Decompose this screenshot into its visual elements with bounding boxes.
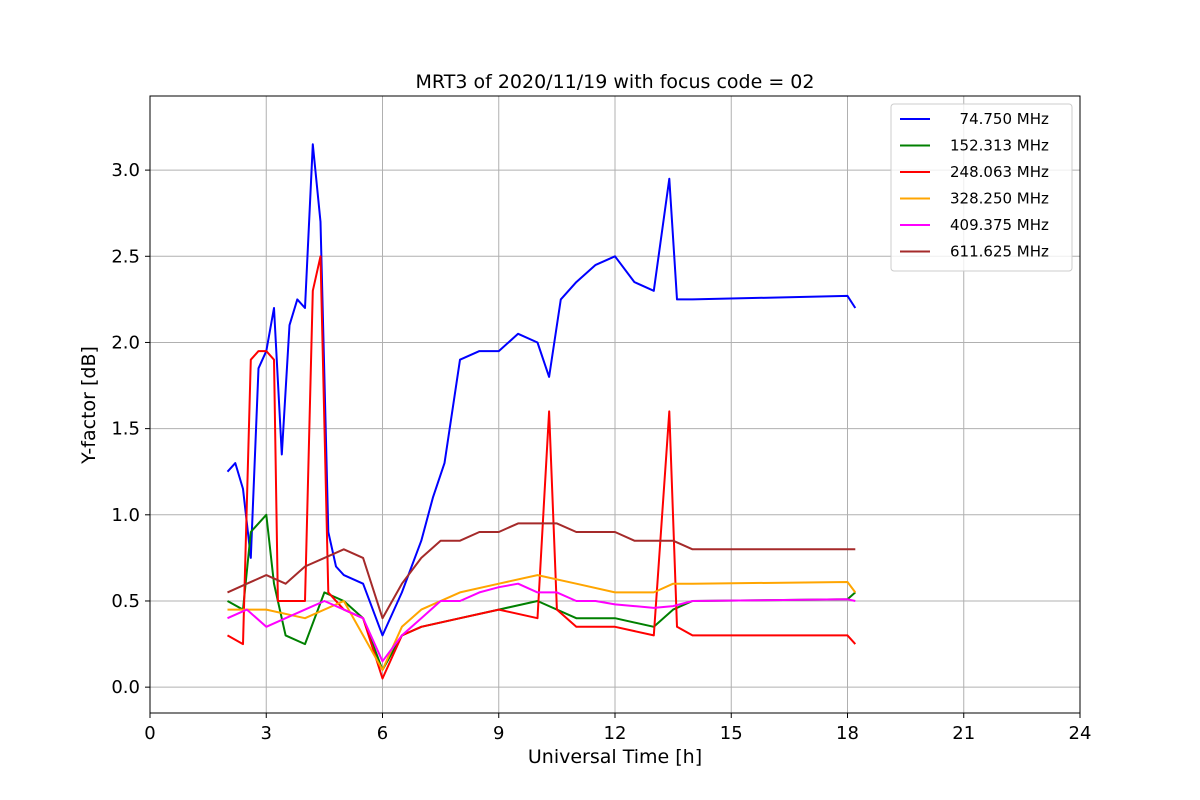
y-tick-label: 3.0 <box>111 160 140 181</box>
y-tick-label: 1.5 <box>111 419 140 440</box>
x-tick-label: 18 <box>836 723 859 744</box>
series-line-5 <box>227 582 856 663</box>
legend-entry-label: 248.063 MHz <box>950 163 1049 181</box>
legend-box <box>890 103 1073 272</box>
y-tick-label: 2.5 <box>111 246 140 267</box>
legend-entry-label: 328.250 MHz <box>950 190 1049 208</box>
x-tick-label: 9 <box>493 723 504 744</box>
series-line-1 <box>226 143 857 637</box>
axis-ticks: 0 3 6 9 12 15 18 21 24 0.0 0.5 1.0 1.5 2.0 2.5 3.0 <box>111 160 1091 744</box>
y-tick-label: 0.0 <box>111 677 140 698</box>
x-tick-label: 24 <box>1069 723 1092 744</box>
x-tick-label: 21 <box>952 723 975 744</box>
y-tick-label: 2.0 <box>111 332 140 353</box>
series-line-6 <box>227 522 856 620</box>
x-tick-label: 0 <box>144 723 155 744</box>
y-tick-label: 1.0 <box>111 505 140 526</box>
y-tick-label: 0.5 <box>111 591 140 612</box>
x-tick-label: 12 <box>604 723 627 744</box>
series-line-2 <box>227 513 856 671</box>
x-tick-label: 3 <box>261 723 272 744</box>
y-axis-label: Y-factor [dB] <box>78 346 100 465</box>
plot-lines <box>226 143 857 680</box>
x-axis-label: Universal Time [h] <box>528 746 702 768</box>
legend-entry-label: 74.750 MHz <box>950 110 1049 128</box>
legend-entry-label: 611.625 MHz <box>950 243 1049 261</box>
chart-title: MRT3 of 2020/11/19 with focus code = 02 <box>416 71 815 93</box>
legend-entry-label: 152.313 MHz <box>950 137 1049 155</box>
legend-entry-label: 409.375 MHz <box>950 216 1049 234</box>
legend: 74.750 MHz 152.313 MHz 248.063 MHz 328.250 … <box>890 103 1073 272</box>
x-tick-label: 15 <box>720 723 743 744</box>
x-tick-label: 6 <box>377 723 388 744</box>
series-line-4 <box>227 574 857 671</box>
